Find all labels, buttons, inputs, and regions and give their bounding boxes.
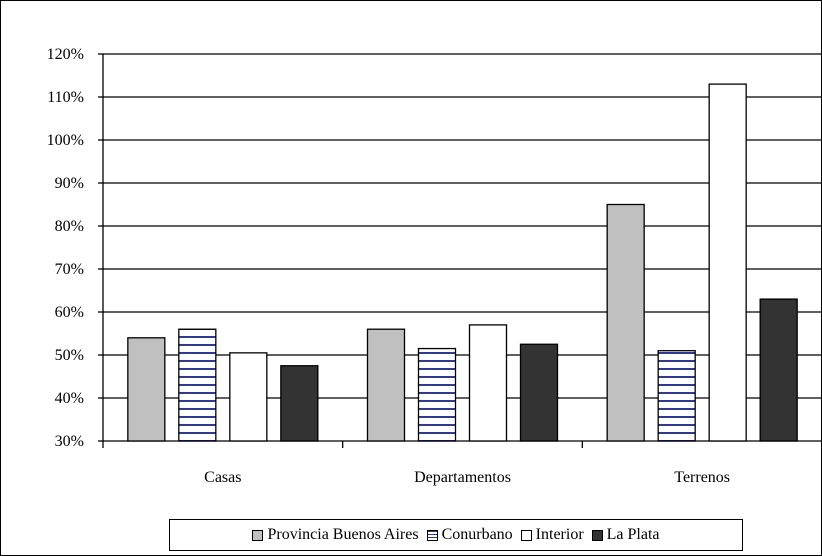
x-category-label: Casas — [204, 469, 241, 486]
legend-item: Provincia Buenos Aires — [252, 526, 419, 544]
y-axis-ticks: 30% 40% 50% 60% 70% 80% 90% 100% 110% 120% — [47, 46, 103, 450]
legend: Provincia Buenos Aires Conurbano Interior L… — [169, 519, 743, 551]
y-tick-label: 30% — [55, 433, 84, 450]
y-tick-label: 60% — [55, 304, 84, 321]
gridlines — [103, 53, 822, 442]
legend-label: Provincia Buenos Aires — [267, 526, 419, 543]
bar-la-plata-departamentos — [519, 343, 559, 442]
y-tick-label: 40% — [55, 390, 84, 407]
legend-swatch — [426, 529, 438, 541]
legend-label: La Plata — [606, 526, 660, 543]
bar-la-plata-terrenos — [759, 298, 798, 442]
bar-provincia-buenos-aires-casas — [127, 337, 166, 442]
legend-item: Conurbano — [426, 526, 513, 544]
bar-conurbano-terrenos — [657, 350, 696, 442]
legend-swatch — [252, 529, 264, 541]
y-tick-label: 90% — [55, 175, 84, 192]
legend-swatch — [591, 529, 603, 541]
legend-item: La Plata — [591, 526, 660, 544]
legend-label: Conurbano — [441, 526, 513, 543]
bar-interior-terrenos — [708, 83, 747, 442]
y-tick-label: 70% — [55, 261, 84, 278]
y-tick-label: 110% — [47, 89, 84, 106]
bar-interior-casas — [229, 352, 268, 442]
bar-provincia-buenos-aires-terrenos — [606, 203, 645, 442]
bar-interior-departamentos — [468, 324, 508, 442]
bar-conurbano-casas — [178, 328, 217, 442]
legend-swatch — [520, 529, 532, 541]
y-tick-label: 100% — [47, 132, 84, 149]
bar-provincia-buenos-aires-departamentos — [366, 328, 406, 442]
bar-conurbano-departamentos — [417, 347, 457, 442]
legend-item: Interior — [520, 526, 584, 544]
legend-label: Interior — [535, 526, 584, 543]
bars — [127, 83, 798, 442]
bar-la-plata-casas — [280, 365, 319, 442]
x-category-label: Departamentos — [414, 469, 511, 486]
x-category-label: Terrenos — [674, 469, 730, 486]
y-tick-label: 80% — [55, 218, 84, 235]
y-tick-label: 50% — [55, 347, 84, 364]
x-axis-ticks: Casas Departamentos Terrenos — [102, 441, 822, 486]
y-tick-label: 120% — [47, 46, 84, 63]
